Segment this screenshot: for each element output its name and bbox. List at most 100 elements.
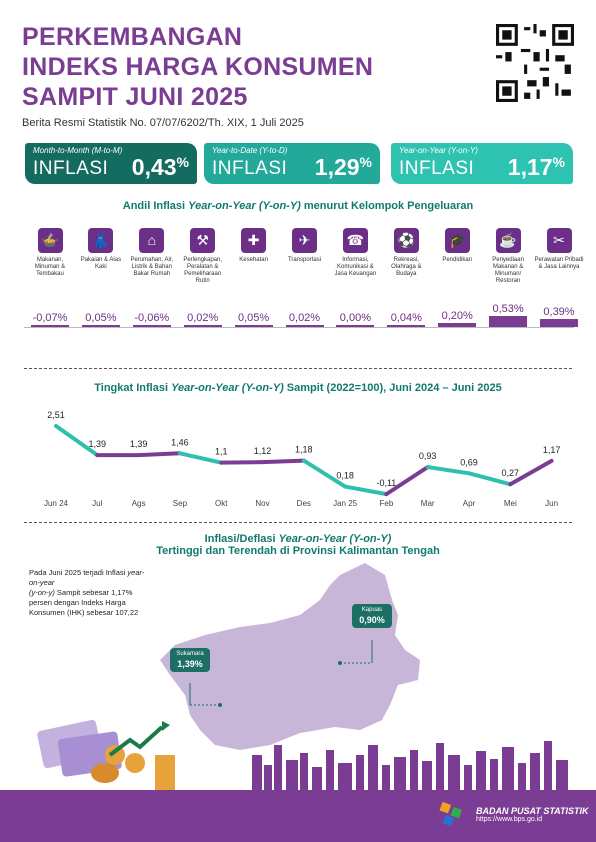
x-tick-label: Jan 25 <box>333 499 358 508</box>
x-tick-label: Jun 24 <box>44 499 69 508</box>
title-line: PERKEMBANGAN <box>22 23 243 51</box>
data-label: 1,18 <box>295 445 313 455</box>
group-bar <box>336 325 375 327</box>
data-label: 1,39 <box>130 439 148 449</box>
data-label: 1,1 <box>215 447 228 457</box>
x-tick-label: Ags <box>132 499 146 508</box>
inflation-card: Year-to-Date (Y-to-D) INFLASI 1,29% <box>204 143 380 184</box>
qr-code-icon[interactable] <box>496 24 574 102</box>
data-label: 0,18 <box>336 471 354 481</box>
card-label: INFLASI <box>33 158 109 179</box>
expenditure-group: ✈ Transportasi <box>280 228 330 264</box>
x-tick-label: Nov <box>255 499 269 508</box>
card-label: INFLASI <box>399 158 475 179</box>
line-segment <box>343 484 389 497</box>
group-label: Pendidikan <box>442 257 473 263</box>
kalteng-map <box>37 563 568 795</box>
appliance-icon: ⚒ <box>190 228 216 253</box>
expenditure-group: 🎓 Pendidikan <box>432 228 482 264</box>
group-value: 0,53% <box>492 303 524 316</box>
group-bar <box>132 325 171 327</box>
sport-icon: ⚽ <box>393 228 419 253</box>
line-segment <box>54 424 100 458</box>
group-value: 0,39% <box>543 306 575 319</box>
group-bar <box>489 316 528 327</box>
expenditure-group: ☎ Informasi, Komunikasi & Jasa Keuangan <box>330 228 380 278</box>
yoy-line-chart: 2,51 Jun 24 1,39 Jul 1,39 Ags 1,46 Sep 1,1 Okt 1,1… <box>44 410 560 508</box>
title-line: SAMPIT JUNI 2025 <box>22 83 248 111</box>
group-label: Transportasi <box>287 257 322 263</box>
tag-sukamara: Sukamara 1,39% <box>170 648 210 672</box>
line-segment <box>177 451 224 465</box>
card-value: 1,17% <box>507 154 565 180</box>
group-label: Penyediaan Makanan & Minuman/ Restoran <box>492 257 524 284</box>
andil-axis <box>24 327 574 328</box>
food-icon: 🍲 <box>37 228 63 253</box>
data-label: 0,69 <box>460 457 478 467</box>
restaurant-icon: ☕ <box>495 228 521 253</box>
card-value: 1,29% <box>314 154 372 180</box>
expenditure-group: ✚ Kesehatan <box>229 228 279 264</box>
clothing-icon: 👗 <box>88 228 114 253</box>
group-value: 0,00% <box>339 312 371 324</box>
line-chart-title: Tingkat Inflasi Year-on-Year (Y-on-Y) Sa… <box>94 382 502 394</box>
card-period: Month-to-Month (M-to-M) <box>33 146 123 155</box>
data-label: -0,11 <box>376 478 396 488</box>
health-icon: ✚ <box>241 228 267 253</box>
line-segment <box>384 465 430 497</box>
line-segment <box>508 458 554 487</box>
data-label: 1,12 <box>254 446 272 456</box>
group-label: Pakaian & Alas Kaki <box>80 257 122 270</box>
card-period: Year-on-Year (Y-on-Y) <box>399 146 478 155</box>
data-label: 1,46 <box>171 437 189 447</box>
divider <box>24 368 572 369</box>
andil-title: Andil Inflasi Year-on-Year (Y-on-Y) menu… <box>122 200 474 212</box>
data-label: 0,27 <box>502 468 520 478</box>
group-bar <box>438 323 477 327</box>
group-value: 0,05% <box>237 312 270 324</box>
footer <box>0 790 596 842</box>
map-title: Inflasi/Deflasi Year-on-Year (Y-on-Y) Te… <box>0 533 596 557</box>
line-segment <box>425 465 471 476</box>
data-label: 0,93 <box>419 451 437 461</box>
group-label: Rekreasi, Olahraga & Budaya <box>391 257 422 277</box>
group-value: -0,06% <box>134 312 170 324</box>
expenditure-group: 🍲 Makanan, Minuman & Tembakau <box>25 228 75 278</box>
group-label: Perlengkapan, Peralatan & Pemeliharaan R… <box>183 257 223 284</box>
group-bar <box>31 325 69 327</box>
group-bar <box>81 325 120 327</box>
x-tick-label: Mar <box>421 499 435 508</box>
expenditure-group: 👗 Pakaian & Alas Kaki <box>76 228 126 271</box>
x-tick-label: Jun <box>545 499 558 508</box>
group-value: 0,20% <box>441 310 473 322</box>
card-period: Year-to-Date (Y-to-D) <box>212 146 288 155</box>
x-tick-label: Okt <box>215 499 228 508</box>
group-bar <box>234 325 273 327</box>
expenditure-group: ⚒ Perlengkapan, Peralatan & Pemeliharaan… <box>178 228 228 285</box>
group-value: 0,05% <box>85 312 117 324</box>
plane-icon: ✈ <box>292 228 317 253</box>
group-label: Informasi, Komunikasi & Jasa Keuangan <box>334 257 377 277</box>
line-segment <box>301 458 348 489</box>
page-title: PERKEMBANGAN INDEKS HARGA KONSUMEN SAMPI… <box>22 22 373 112</box>
group-label: Perawatan Pribadi & Jasa Lainnya <box>534 257 584 270</box>
divider <box>24 522 572 523</box>
group-bar <box>540 319 578 327</box>
group-bar <box>285 325 324 327</box>
inflation-card: Year-on-Year (Y-on-Y) INFLASI 1,17% <box>391 143 573 184</box>
group-value: -0,07% <box>32 312 68 324</box>
group-value: 0,02% <box>288 312 321 324</box>
phone-icon: ☎ <box>342 228 368 253</box>
bps-url[interactable]: https://www.bps.go.id <box>476 816 543 823</box>
data-label: 2,51 <box>47 410 65 420</box>
tools-icon: ✂ <box>546 228 572 253</box>
inflation-card: Month-to-Month (M-to-M) INFLASI 0,43% <box>25 143 197 184</box>
expenditure-group: ⚽ Rekreasi, Olahraga & Budaya <box>381 228 431 278</box>
tag-kapuas: Kapuas 0,90% <box>352 604 392 628</box>
expenditure-group: ⌂ Perumahan, Air, Listrik & Bahan Bakar … <box>127 228 177 278</box>
line-segment <box>467 471 513 487</box>
group-value: 0,02% <box>187 312 219 324</box>
x-tick-label: Des <box>297 499 311 508</box>
group-label: Perumahan, Air, Listrik & Bahan Bakar Ru… <box>130 257 174 277</box>
summary-note: Pada Juni 2025 terjadi Inflasi year-on-y… <box>29 568 145 617</box>
